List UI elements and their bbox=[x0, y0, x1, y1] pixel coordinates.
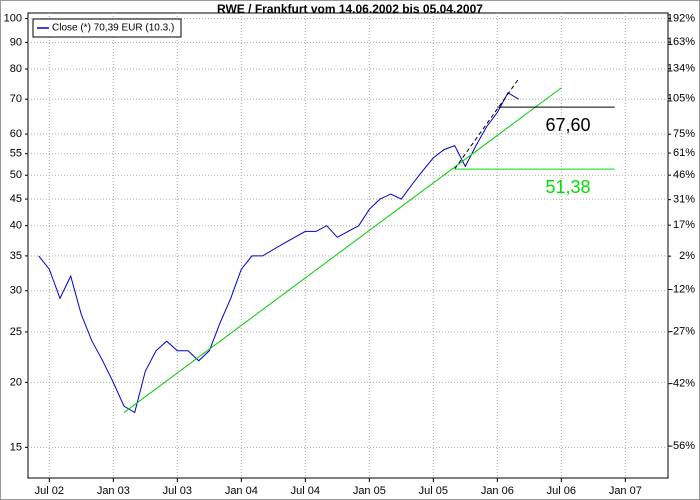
legend-label: Close (*) 70,39 EUR (10.3.) bbox=[52, 23, 174, 34]
level-label: 67,60 bbox=[545, 115, 590, 135]
trend-line bbox=[123, 87, 562, 413]
y2-tick-label: -27% bbox=[669, 326, 695, 338]
y-tick-label: 20 bbox=[10, 376, 22, 388]
legend-box bbox=[32, 18, 182, 38]
y-tick-label: 70 bbox=[10, 93, 22, 105]
x-tick-label: Jan 07 bbox=[609, 485, 642, 497]
x-tick-label: Jul 05 bbox=[419, 485, 448, 497]
y-tick-label: 40 bbox=[10, 220, 22, 232]
y2-tick-label: -56% bbox=[669, 440, 695, 452]
x-tick-label: Jan 03 bbox=[97, 485, 130, 497]
y2-tick-label: 46% bbox=[673, 169, 695, 181]
x-tick-label: Jul 02 bbox=[35, 485, 64, 497]
y-tick-label: 45 bbox=[10, 193, 22, 205]
level-label: 51,38 bbox=[545, 177, 590, 197]
y2-tick-label: 2% bbox=[679, 250, 695, 262]
y2-tick-label: -12% bbox=[669, 283, 695, 295]
x-tick-label: Jul 06 bbox=[547, 485, 576, 497]
y2-tick-label: -42% bbox=[669, 378, 695, 390]
y-tick-label: 15 bbox=[10, 441, 22, 453]
x-tick-label: Jan 06 bbox=[481, 485, 514, 497]
price-line bbox=[38, 92, 519, 414]
y-tick-label: 25 bbox=[10, 326, 22, 338]
y2-tick-label: 105% bbox=[667, 92, 695, 104]
x-tick-label: Jan 04 bbox=[225, 485, 258, 497]
y2-tick-label: 192% bbox=[667, 12, 695, 24]
y2-tick-label: 31% bbox=[673, 194, 695, 206]
y-tick-label: 60 bbox=[10, 128, 22, 140]
x-tick-label: Jan 05 bbox=[353, 485, 386, 497]
y-tick-label: 50 bbox=[10, 169, 22, 181]
y-tick-label: 30 bbox=[10, 285, 22, 297]
y2-tick-label: 134% bbox=[667, 63, 695, 75]
y2-tick-label: 17% bbox=[673, 219, 695, 231]
y-tick-label: 55 bbox=[10, 148, 22, 160]
x-tick-label: Jul 04 bbox=[291, 485, 320, 497]
trend-line bbox=[454, 78, 520, 170]
y2-tick-label: 75% bbox=[673, 128, 695, 140]
y-tick-label: 100 bbox=[4, 12, 22, 24]
plot-area bbox=[27, 12, 669, 479]
x-tick-label: Jul 03 bbox=[163, 485, 192, 497]
y2-tick-label: 163% bbox=[667, 36, 695, 48]
y-tick-label: 35 bbox=[10, 250, 22, 262]
y-tick-label: 80 bbox=[10, 63, 22, 75]
y-tick-label: 90 bbox=[10, 36, 22, 48]
y2-tick-label: 61% bbox=[673, 147, 695, 159]
